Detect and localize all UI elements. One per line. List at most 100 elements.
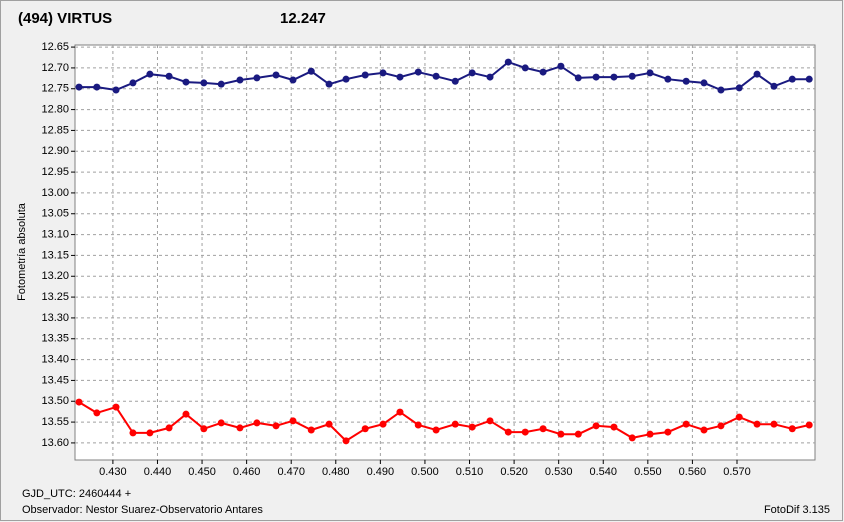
data-point <box>700 426 708 434</box>
data-point <box>93 83 101 91</box>
data-point <box>182 78 190 86</box>
data-point <box>557 430 565 438</box>
data-point <box>361 425 369 433</box>
data-point <box>272 422 280 430</box>
data-point <box>770 82 778 90</box>
data-point <box>628 72 636 80</box>
plot-area <box>74 44 816 461</box>
y-tick-label: 12.90 <box>41 145 69 157</box>
data-point <box>75 83 83 91</box>
data-point <box>396 73 404 81</box>
data-point <box>628 434 636 442</box>
data-point <box>788 425 796 433</box>
x-tick-label: 0.550 <box>634 466 662 478</box>
x-tick-label: 0.480 <box>322 466 350 478</box>
x-tick-label: 0.540 <box>589 466 617 478</box>
data-point <box>646 69 654 77</box>
data-point <box>504 58 512 66</box>
data-point <box>646 430 654 438</box>
data-point <box>788 75 796 83</box>
x-tick-label: 0.430 <box>99 466 127 478</box>
data-point <box>342 437 350 445</box>
y-tick-label: 12.85 <box>41 124 69 136</box>
data-point <box>592 422 600 430</box>
data-point <box>75 398 83 406</box>
x-tick-label: 0.460 <box>233 466 261 478</box>
x-tick-label: 0.510 <box>456 466 484 478</box>
footer-left: Observador: Nestor Suarez-Observatorio A… <box>22 504 263 516</box>
data-point <box>200 79 208 87</box>
y-tick-label: 13.40 <box>41 353 69 365</box>
data-point <box>468 423 476 431</box>
data-point <box>253 419 261 427</box>
data-point <box>557 62 565 70</box>
x-tick-label: 0.470 <box>277 466 305 478</box>
y-tick-label: 12.95 <box>41 166 69 178</box>
data-point <box>735 84 743 92</box>
data-point <box>112 403 120 411</box>
data-point <box>325 80 333 88</box>
data-point <box>289 417 297 425</box>
data-point <box>574 430 582 438</box>
data-point <box>307 426 315 434</box>
x-tick-label: 0.560 <box>679 466 707 478</box>
data-point <box>735 413 743 421</box>
data-point <box>486 73 494 81</box>
y-tick-label: 13.50 <box>41 395 69 407</box>
y-tick-label: 12.65 <box>41 41 69 53</box>
y-tick-label: 13.10 <box>41 228 69 240</box>
x-tick-label: 0.490 <box>367 466 395 478</box>
y-tick-label: 13.00 <box>41 187 69 199</box>
data-point <box>592 73 600 81</box>
data-point <box>805 421 813 429</box>
data-point <box>539 425 547 433</box>
y-tick-label: 12.70 <box>41 62 69 74</box>
x-tick-label: 0.570 <box>723 466 751 478</box>
y-tick-label: 13.05 <box>41 208 69 220</box>
data-point <box>361 71 369 79</box>
data-point <box>253 74 261 82</box>
y-tick-label: 12.75 <box>41 83 69 95</box>
data-point <box>129 429 137 437</box>
data-point <box>521 428 529 436</box>
y-tick-label: 13.25 <box>41 291 69 303</box>
data-point <box>129 79 137 87</box>
data-point <box>717 86 725 94</box>
data-point <box>379 69 387 77</box>
data-point <box>770 420 778 428</box>
data-point <box>146 429 154 437</box>
data-point <box>664 428 672 436</box>
data-point <box>217 80 225 88</box>
x-axis-label: GJD_UTC: 2460444 + <box>22 488 131 500</box>
data-point <box>432 72 440 80</box>
y-tick-label: 13.20 <box>41 270 69 282</box>
y-axis-label: Fotometría absoluta <box>16 202 28 301</box>
data-point <box>93 409 101 417</box>
data-point <box>805 75 813 83</box>
data-point <box>165 424 173 432</box>
data-point <box>486 417 494 425</box>
y-tick-label: 13.15 <box>41 249 69 261</box>
y-tick-label: 13.45 <box>41 374 69 386</box>
data-point <box>610 73 618 81</box>
data-point <box>717 422 725 430</box>
y-tick-label: 13.30 <box>41 312 69 324</box>
data-point <box>325 420 333 428</box>
data-point <box>342 75 350 83</box>
x-tick-label: 0.500 <box>411 466 439 478</box>
data-point <box>200 425 208 433</box>
data-point <box>396 408 404 416</box>
data-point <box>539 68 547 76</box>
data-point <box>236 424 244 432</box>
data-point <box>289 76 297 84</box>
y-tick-label: 12.80 <box>41 103 69 115</box>
data-point <box>753 70 761 78</box>
data-point <box>574 74 582 82</box>
data-point <box>504 428 512 436</box>
data-point <box>682 420 690 428</box>
y-tick-label: 13.35 <box>41 333 69 345</box>
data-point <box>451 77 459 85</box>
data-point <box>182 410 190 418</box>
data-point <box>521 64 529 72</box>
